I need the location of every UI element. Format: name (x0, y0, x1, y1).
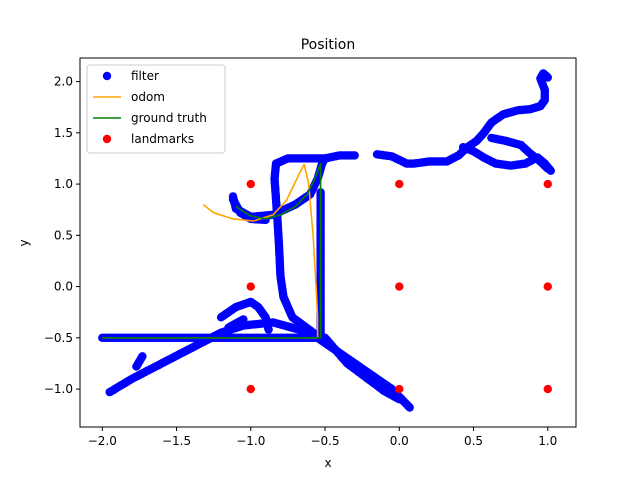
chart-title: Position (301, 37, 356, 53)
landmark-point (395, 282, 404, 291)
landmark-point (543, 282, 552, 291)
legend-marker-landmarks (102, 134, 112, 144)
x-tick-label: −1.0 (236, 434, 265, 448)
series-ground-truth-line (102, 162, 322, 339)
legend-label-filter: filter (131, 69, 159, 83)
legend-label-odom: odom (131, 90, 165, 104)
legend: filter odom ground truth landmarks (86, 64, 226, 154)
y-tick-label: 0.0 (54, 280, 73, 294)
series-landmarks (246, 179, 552, 394)
filter-point (543, 164, 552, 173)
x-tick-label: 0.5 (464, 434, 483, 448)
y-axis-ticks: −1.0 −0.5 0.0 0.5 1.0 1.5 2.0 (44, 75, 80, 396)
x-tick-label: −1.5 (162, 434, 191, 448)
x-tick-label: 0.0 (390, 434, 409, 448)
landmark-point (246, 384, 255, 394)
legend-box (86, 64, 226, 154)
x-axis-ticks: −2.0 −1.5 −1.0 −0.5 0.0 0.5 1.0 (88, 427, 557, 448)
landmark-point (543, 179, 552, 189)
filter-point (405, 403, 414, 412)
landmark-point (395, 179, 404, 189)
x-tick-label: −2.0 (88, 434, 117, 448)
filter-point (320, 154, 330, 163)
filter-point (216, 313, 226, 322)
landmark-point (246, 282, 255, 291)
y-tick-label: 0.5 (54, 228, 73, 242)
y-tick-label: −1.0 (44, 382, 73, 396)
axes-frame (79, 57, 577, 428)
x-tick-label: −0.5 (310, 434, 339, 448)
filter-point (395, 395, 404, 404)
legend-label-landmarks: landmarks (131, 132, 194, 146)
landmark-point (246, 179, 255, 189)
y-tick-label: 2.0 (54, 75, 73, 89)
filter-point (138, 352, 147, 361)
series-filter (98, 69, 555, 412)
plot-area (98, 69, 555, 412)
y-tick-label: −0.5 (44, 331, 73, 345)
x-tick-label: 1.0 (538, 434, 557, 448)
x-axis-label: x (324, 456, 331, 470)
filter-point (239, 315, 248, 324)
y-tick-label: 1.5 (54, 126, 73, 140)
y-axis-label: y (17, 239, 31, 246)
filter-point (543, 73, 552, 82)
legend-marker-filter (102, 71, 112, 81)
y-tick-label: 1.0 (54, 177, 73, 191)
landmark-point (543, 384, 552, 394)
filter-point (350, 151, 359, 160)
legend-label-ground-truth: ground truth (131, 111, 207, 125)
landmark-point (395, 384, 404, 394)
